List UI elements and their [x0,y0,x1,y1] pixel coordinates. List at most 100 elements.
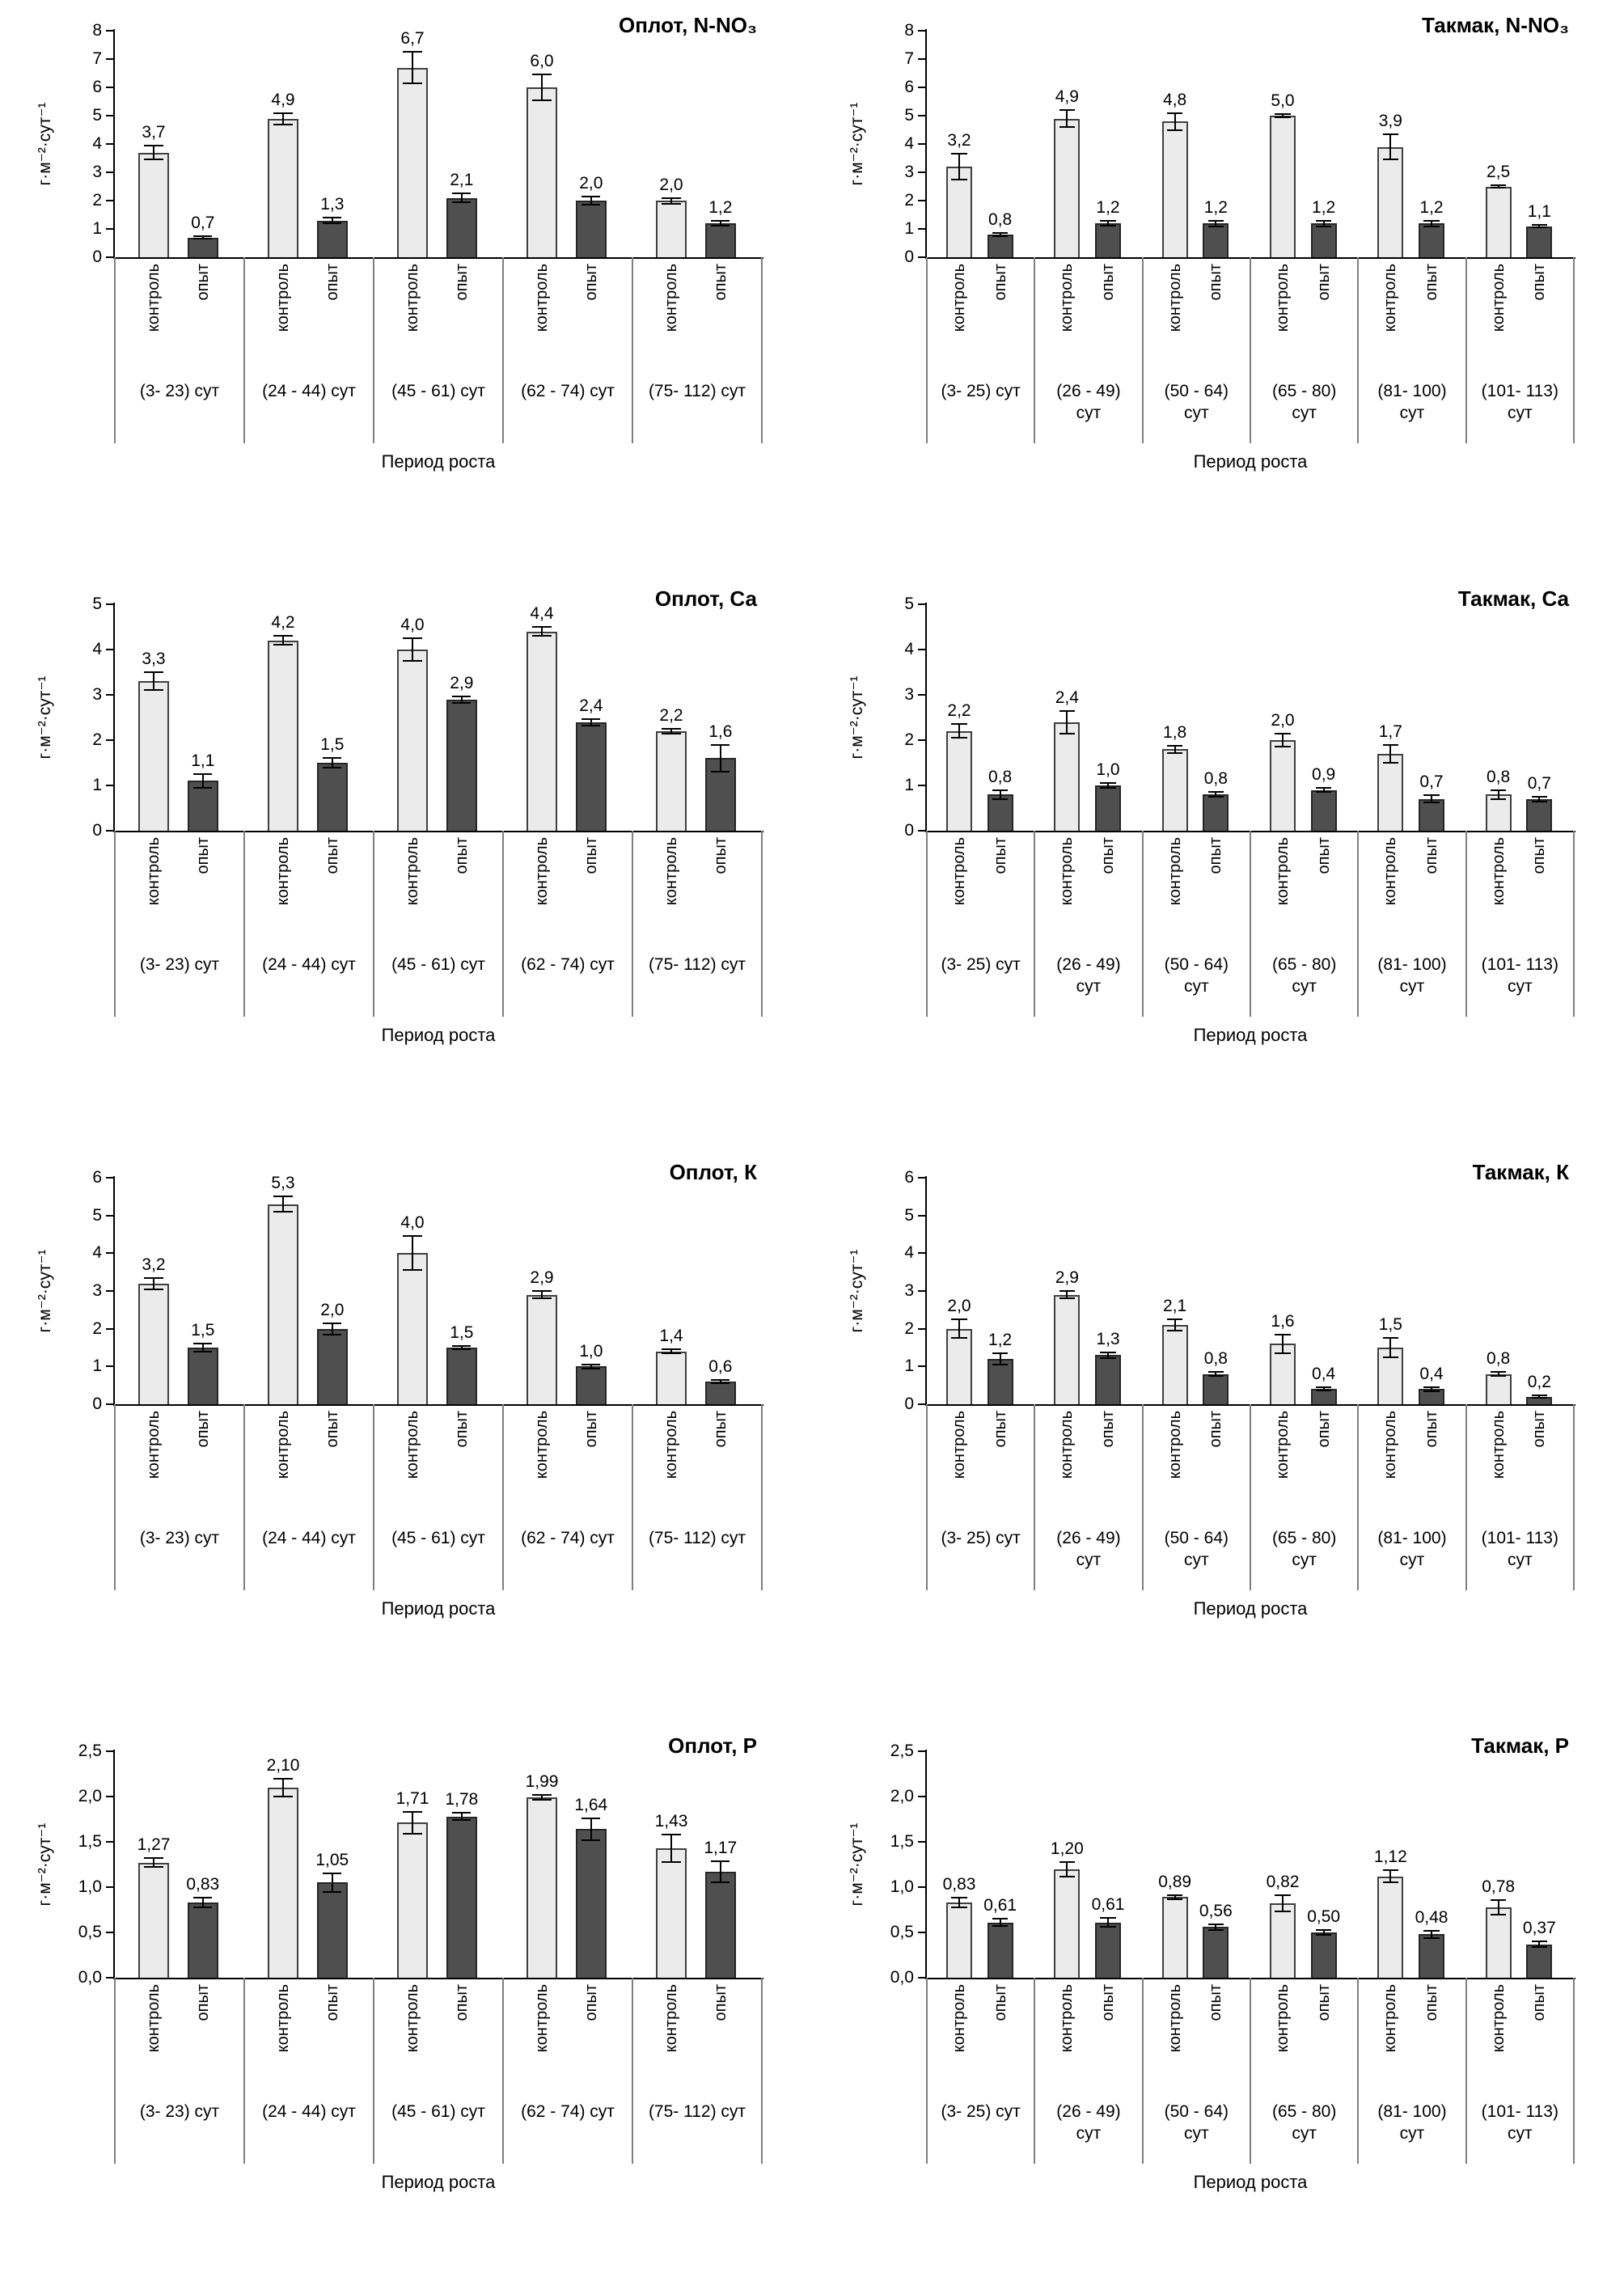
bar-control [137,1283,170,1404]
series-label-experiment: опыт [1099,1984,1117,2021]
bar-value-label: 1,2 [1312,197,1336,217]
error-bar-line [1431,220,1432,226]
error-bar-line [541,1794,543,1801]
y-axis-tick-label: 1,5 [890,1832,914,1851]
series-label-control: контроль [1489,1411,1508,1479]
error-bar-cap-bottom [1531,1945,1547,1948]
error-bar-cap-top [1059,109,1075,111]
chart-title: Такмак, К [1472,1160,1569,1184]
bar-value-label: 0,7 [191,213,215,232]
error-bar-cap-bottom [1382,1356,1398,1358]
series-label-control: контроль [533,264,551,332]
y-axis-tick-label: 6 [92,1168,102,1187]
error-bar-cap-bottom [1423,225,1440,227]
error-bar-line [201,1344,204,1352]
bar-control [655,1847,687,1978]
error-bar-cap-top [951,1897,967,1899]
bar-control [1377,1876,1404,1978]
y-axis-tick-label: 1 [92,219,102,238]
error-bar-cap-bottom [1100,224,1116,226]
period-label: (26 - 49) сут [1056,2102,1121,2143]
error-bar-line [590,1818,592,1840]
error-bar-cap-top [582,1364,601,1365]
error-bar-cap-top [273,1777,293,1780]
series-label-experiment: опыт [1423,1984,1440,2021]
series-label-control: контроль [1381,264,1400,332]
group-separator-line [114,257,116,443]
y-axis-tick-label: 2,5 [78,1742,102,1760]
error-bar-cap-top [1382,133,1398,135]
group-separator-line [243,257,245,443]
bar-control [946,1902,972,1978]
bar-control [267,640,299,831]
series-label-control: контроль [404,264,421,332]
error-bar-line [282,1778,284,1797]
error-bar-line [153,145,154,160]
error-bar-cap-top [144,144,163,146]
group-separator-line [1250,1404,1251,1590]
error-bar-cap-top [1100,1917,1116,1919]
error-bar-cap-bottom [193,1906,213,1908]
y-axis-tick-label: 2,0 [890,1787,914,1805]
bar-experiment [1310,1932,1337,1978]
error-bar-line [1282,1895,1284,1912]
chart-panel-4: 0 1 2 3 4 5 6 Оплот, К г·м⁻²·сут⁻¹ (3- 23) сут (24… [0,1147,812,1720]
bar-experiment [575,1366,607,1404]
series-label-control: контроль [950,1984,968,2053]
error-bar-cap-top [1382,743,1398,746]
bar-value-label: 1,2 [1419,197,1444,217]
y-axis-tick-label: 5 [904,1205,914,1225]
y-axis-tick [106,1977,113,1979]
bar-experiment [704,1382,736,1404]
error-bar-line [719,1860,721,1883]
bar-value-label: 6,7 [400,29,425,49]
bar-value-label: 1,8 [1163,722,1187,742]
series-label-control: контроль [533,1411,551,1479]
series-label-control: контроль [1489,264,1508,332]
group-separator-line [926,831,928,1017]
error-bar-cap-top [1275,113,1291,116]
error-bar-cap-bottom [951,178,967,180]
group-separator-line [1034,1978,1036,2164]
error-bar-cap-top [1531,1395,1547,1397]
group-separator-line [243,1404,245,1590]
error-bar-cap-top [1316,786,1332,789]
y-axis-title: г·м⁻²·сут⁻¹ [36,1822,54,1907]
y-axis-tick [918,143,925,145]
bar-value-label: 0,50 [1307,1907,1341,1926]
period-label: (81- 100) сут [1377,955,1447,996]
period-label: (75- 112) сут [648,1529,746,1547]
period-label: (3- 25) сут [941,955,1021,974]
series-label-control: контроль [1274,837,1292,906]
error-bar-cap-top [452,1812,472,1814]
y-axis-title: г·м⁻²·сут⁻¹ [848,102,866,186]
error-bar-cap-bottom [1275,1911,1291,1913]
error-bar-cap-top [992,1918,1009,1920]
period-label: (45 - 61) сут [391,1529,485,1547]
period-label: (45 - 61) сут [391,2102,485,2121]
bar-value-label: 0,83 [942,1875,976,1894]
bar-experiment [1095,1355,1121,1404]
error-bar-line [1538,797,1541,802]
series-label-experiment: опыт [193,1411,212,1448]
error-bar-cap-bottom [1531,800,1547,802]
error-bar-cap-bottom [1207,225,1224,227]
series-label-experiment: опыт [1207,264,1225,301]
y-axis-tick-label: 0 [904,1395,914,1413]
series-label-control: контроль [1489,837,1508,906]
error-bar-cap-top [1531,796,1547,798]
period-label: (101- 113) сут [1481,955,1558,996]
bar-experiment [316,1328,348,1404]
error-bar-line [1282,733,1284,747]
bar-control [526,1294,558,1404]
error-bar-cap-bottom [452,1348,472,1351]
bar-value-label: 1,5 [1378,1315,1402,1335]
error-bar-line [1538,224,1541,228]
bar-control [655,1351,687,1404]
error-bar-cap-bottom [323,1890,342,1893]
y-axis-tick [918,1252,925,1255]
y-axis-tick-label: 5 [92,106,102,125]
bar-experiment [575,722,607,831]
group-separator-line [243,1978,245,2164]
y-axis-tick [106,830,113,832]
